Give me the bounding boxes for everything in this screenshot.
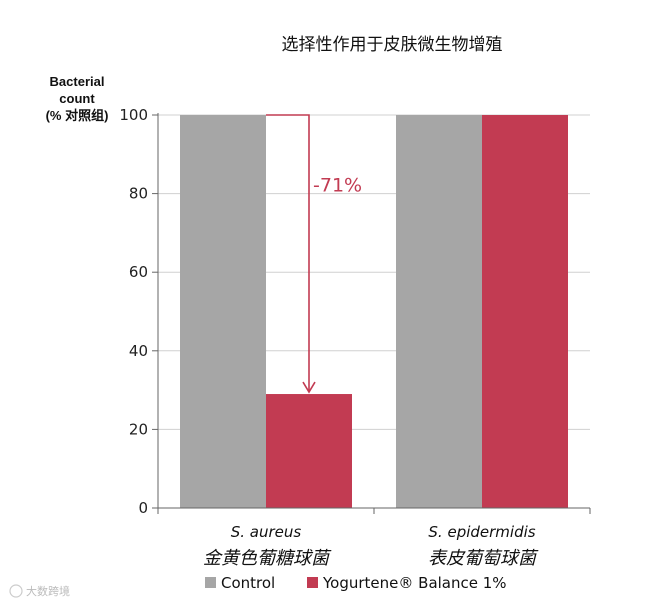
y-axis-label-line: (% 对照组): [46, 108, 109, 123]
x-axis-categories: S. aureus 金黄色葡糖球菌 S. epidermidis 表皮葡萄球菌: [203, 523, 539, 569]
legend-swatch: [307, 577, 318, 588]
y-axis-label-line: Bacterial: [50, 74, 105, 89]
annotation-label: -71%: [313, 175, 362, 197]
bars: [180, 115, 568, 508]
bar-control-0: [180, 115, 266, 508]
annotation-arrowhead-icon: [302, 381, 316, 394]
y-tick-label: 20: [129, 420, 148, 438]
y-axis-label: Bacterial count (% 对照组): [46, 74, 109, 123]
y-tick-label: 100: [119, 106, 148, 124]
legend-swatch: [205, 577, 216, 588]
chart-title: 选择性作用于皮肤微生物增殖: [282, 35, 503, 55]
x-category-label-zh: 表皮葡萄球菌: [428, 548, 539, 569]
watermark: 大数跨境: [9, 584, 70, 598]
reduction-annotation: -71%: [266, 114, 362, 394]
legend: Control Yogurtene® Balance 1%: [205, 574, 507, 592]
watermark-text: 大数跨境: [26, 584, 70, 598]
y-tick-label: 0: [138, 499, 148, 517]
axes: [157, 113, 591, 514]
x-category-label-zh: 金黄色葡糖球菌: [203, 548, 332, 569]
legend-label: Control: [221, 574, 275, 592]
bar-control-1: [396, 115, 482, 508]
annotation-arrow: [266, 114, 310, 393]
x-category-label: S. epidermidis: [428, 523, 535, 541]
y-tick-label: 40: [129, 342, 148, 360]
x-category-label: S. aureus: [231, 523, 302, 541]
y-tick-label: 80: [129, 185, 148, 203]
bar-yogurtene-1: [482, 115, 568, 508]
legend-label: Yogurtene® Balance 1%: [322, 574, 507, 592]
watermark-logo-icon: [9, 584, 23, 598]
y-axis-ticks: 0 20 40 60 80 100: [119, 106, 158, 517]
y-tick-label: 60: [129, 263, 148, 281]
y-axis-label-line: count: [59, 91, 95, 106]
bar-yogurtene-0: [266, 394, 352, 508]
